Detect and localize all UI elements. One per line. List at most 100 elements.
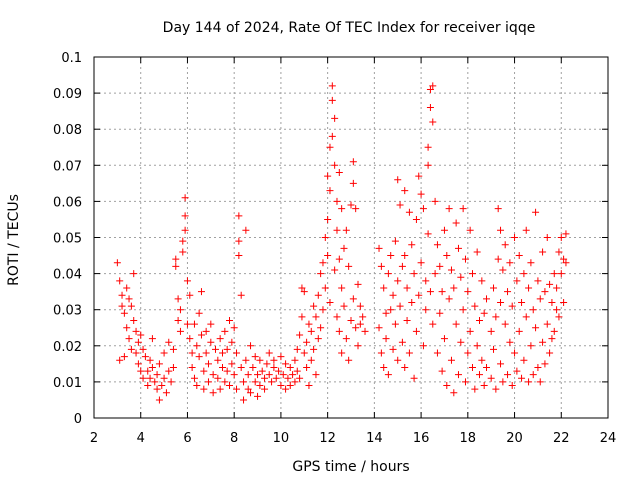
data-point (326, 143, 334, 151)
data-point (160, 349, 168, 357)
data-point (377, 349, 385, 357)
data-point (130, 270, 138, 278)
data-point (480, 309, 488, 317)
data-point (186, 291, 194, 299)
data-point (532, 324, 540, 332)
y-tick-label: 0.04 (53, 268, 82, 283)
data-point (548, 298, 556, 306)
data-point (209, 371, 217, 379)
data-point (263, 360, 271, 368)
data-point (557, 234, 565, 241)
data-point (167, 378, 175, 386)
data-point (410, 374, 418, 382)
data-point (319, 306, 327, 314)
data-point (228, 338, 236, 346)
data-point (333, 226, 341, 234)
data-point (508, 382, 516, 390)
data-point (375, 244, 383, 252)
data-point (539, 338, 547, 346)
data-point (380, 363, 388, 371)
data-point (415, 291, 423, 299)
data-point (422, 306, 430, 314)
data-point (134, 360, 142, 368)
data-point (130, 317, 138, 325)
data-point (139, 345, 147, 353)
data-point (483, 295, 491, 303)
data-point (335, 169, 343, 177)
data-point (410, 270, 418, 278)
data-point (534, 277, 542, 285)
data-point (412, 327, 420, 335)
data-point (539, 248, 547, 256)
data-point (440, 335, 448, 343)
data-point (426, 288, 434, 296)
data-point (113, 259, 121, 267)
data-point (148, 363, 156, 371)
data-point (375, 324, 383, 332)
data-point (443, 382, 451, 390)
data-point (293, 345, 301, 353)
data-point (424, 161, 432, 169)
data-point (282, 385, 290, 393)
data-point (324, 215, 332, 223)
data-point (202, 327, 210, 335)
data-point (389, 291, 397, 299)
data-point (282, 360, 290, 368)
data-point (321, 234, 329, 241)
data-point (433, 349, 441, 357)
data-point (504, 288, 512, 296)
data-point (240, 378, 248, 386)
data-point (317, 324, 325, 332)
data-point (471, 302, 479, 310)
data-point (380, 284, 388, 292)
data-point (183, 277, 191, 285)
data-point (237, 363, 245, 371)
data-point (508, 302, 516, 310)
data-point (233, 349, 241, 357)
data-point (557, 270, 565, 278)
x-tick-label: 24 (600, 431, 617, 446)
data-point (312, 371, 320, 379)
data-point (356, 302, 364, 310)
data-point (233, 385, 241, 393)
data-point (426, 85, 434, 93)
data-point (118, 291, 126, 299)
data-point (429, 82, 437, 90)
data-point (431, 270, 439, 278)
data-point (511, 349, 519, 357)
data-point (494, 255, 502, 263)
data-point (165, 338, 173, 346)
data-point (153, 371, 161, 379)
data-point (426, 104, 434, 112)
data-point (419, 205, 427, 213)
data-point (419, 342, 427, 350)
data-point (452, 219, 460, 227)
data-point (158, 382, 166, 390)
data-point (497, 298, 505, 306)
data-point (440, 226, 448, 234)
data-point (134, 338, 142, 346)
data-point (452, 320, 460, 328)
data-point (450, 284, 458, 292)
data-point (389, 345, 397, 353)
data-point (200, 385, 208, 393)
data-point (342, 226, 350, 234)
data-point (331, 161, 339, 169)
data-point (515, 252, 523, 260)
x-tick-label: 20 (506, 431, 523, 446)
data-point (384, 270, 392, 278)
y-tick-label: 0 (74, 412, 82, 427)
data-point (518, 298, 526, 306)
data-point (429, 118, 437, 126)
data-point (459, 205, 467, 213)
data-point (422, 277, 430, 285)
data-point (251, 378, 259, 386)
data-point (335, 327, 343, 335)
data-point (247, 342, 255, 350)
data-point (412, 215, 420, 223)
data-point (522, 313, 530, 321)
data-point (550, 327, 558, 335)
data-point (382, 335, 390, 343)
data-point (132, 349, 140, 357)
